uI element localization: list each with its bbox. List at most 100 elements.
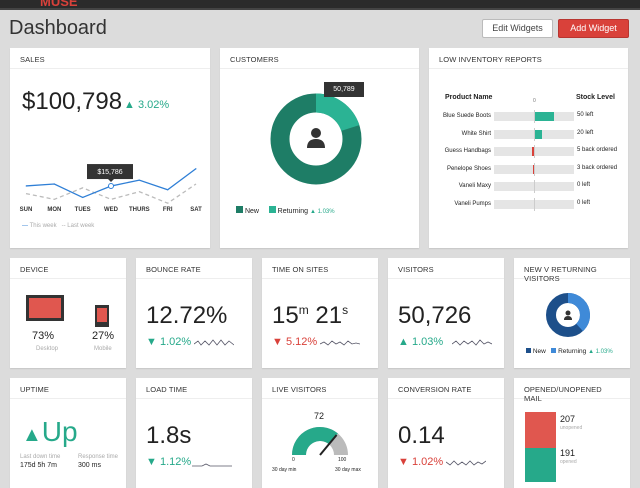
- mobile-percent: 27%: [92, 330, 114, 342]
- gauge-max: 100: [338, 457, 346, 463]
- product-name: Vaneli Pumps: [429, 201, 491, 207]
- down-label: Last down time: [20, 454, 60, 460]
- card-title: LOW INVENTORY REPORTS: [429, 48, 628, 69]
- svg-text:$15,786: $15,786: [97, 169, 122, 176]
- card-title: LIVE VISITORS: [262, 378, 378, 399]
- up-arrow-icon: ▲: [398, 336, 412, 348]
- card-title: DEVICE: [10, 258, 126, 279]
- desktop-icon: [26, 295, 64, 321]
- x-tick-label: WED: [104, 207, 119, 213]
- nvr-change: 1.03%: [596, 349, 613, 355]
- inventory-card: LOW INVENTORY REPORTS Product Name Stock…: [429, 48, 628, 248]
- visitors-value: 50,726: [398, 302, 471, 330]
- x-tick-label: TUES: [75, 207, 91, 213]
- product-name: Blue Suede Boots: [429, 113, 491, 119]
- legend-last-week: Last week: [67, 223, 94, 229]
- card-title: BOUNCE RATE: [136, 258, 252, 279]
- bounce-card: BOUNCE RATE 12.72% ▼ 1.02%: [136, 258, 252, 368]
- nvr-donut: [514, 280, 630, 350]
- product-name: Guess Handbags: [429, 148, 491, 154]
- legend-new: New: [533, 348, 546, 355]
- gauge: [262, 418, 378, 468]
- legend-this-week: This week: [30, 223, 57, 229]
- legend-returning: Returning: [278, 208, 308, 215]
- card-title: CUSTOMERS: [220, 48, 419, 69]
- minutes-value: 15: [272, 302, 299, 329]
- bounce-change: 1.02%: [160, 336, 191, 348]
- sparkline: [192, 458, 232, 468]
- down-arrow-icon: ▼: [272, 336, 286, 348]
- down-arrow-icon: ▼: [146, 456, 160, 468]
- user-icon: [307, 128, 325, 148]
- sparkline: [452, 338, 492, 348]
- add-widget-button[interactable]: Add Widget: [558, 19, 629, 38]
- min-label: 30 day min: [272, 467, 296, 473]
- device-card: DEVICE 73% 27% Desktop Mobile: [10, 258, 126, 368]
- stock-level: 0 left: [577, 182, 590, 188]
- unopened-label: unopened: [560, 425, 582, 431]
- bounce-value: 12.72%: [146, 302, 227, 330]
- opened-bar: [525, 448, 556, 482]
- card-title: CONVERSION RATE: [388, 378, 504, 399]
- stock-level: 20 left: [577, 130, 593, 136]
- unopened-count: 207: [560, 414, 575, 424]
- sparkline: [446, 458, 486, 468]
- load-card: LOAD TIME 1.8s ▼ 1.12%: [136, 378, 252, 488]
- new-returning-card: NEW V RETURNING VISITORS New Returning ▲…: [514, 258, 630, 368]
- sparkline: [320, 338, 360, 348]
- x-tick-label: SUN: [20, 207, 33, 213]
- desktop-percent: 73%: [32, 330, 54, 342]
- uptime-value: Up: [42, 416, 78, 447]
- customers-donut: [220, 68, 419, 248]
- legend-new: New: [245, 208, 259, 215]
- card-title: OPENED/UNOPENED MAIL: [514, 378, 630, 399]
- product-name: Vaneli Maxy: [429, 183, 491, 189]
- seconds-value: 21: [315, 302, 342, 329]
- conversion-change: 1.02%: [412, 456, 443, 468]
- card-title: LOAD TIME: [136, 378, 252, 399]
- x-tick-label: FRI: [163, 207, 173, 213]
- customers-change: 1.03%: [318, 209, 335, 215]
- edit-widgets-button[interactable]: Edit Widgets: [482, 19, 553, 38]
- data-point[interactable]: [109, 184, 114, 189]
- product-name: Penelope Shoes: [429, 166, 491, 172]
- stock-bar: [494, 165, 574, 174]
- stock-level: 50 left: [577, 112, 593, 118]
- visitors-card: VISITORS 50,726 ▲ 1.03%: [388, 258, 504, 368]
- live-card: LIVE VISITORS 72 0 100 30 day min 30 day…: [262, 378, 378, 488]
- load-value: 1.8s: [146, 422, 191, 450]
- resp-value: 300 ms: [78, 462, 101, 469]
- uptime-card: UPTIME ▲Up Last down time Response time …: [10, 378, 126, 488]
- down-arrow-icon: ▼: [146, 336, 160, 348]
- stock-bar: [494, 130, 574, 139]
- seconds-unit: s: [342, 303, 348, 317]
- down-value: 175d 5h 7m: [20, 462, 57, 469]
- stock-bar: [494, 147, 574, 156]
- legend-line-icon: —: [22, 223, 30, 229]
- user-icon: [564, 311, 572, 321]
- down-arrow-icon: ▼: [398, 456, 412, 468]
- stock-fill: [534, 112, 554, 121]
- sales-tooltip: $15,786: [87, 164, 133, 182]
- top-bar: MUSE: [0, 0, 640, 10]
- up-arrow-icon: ▲: [22, 424, 42, 446]
- load-change: 1.12%: [160, 456, 191, 468]
- legend-returning: Returning: [558, 348, 586, 355]
- col-product: Product Name: [445, 94, 492, 101]
- card-title: NEW V RETURNING VISITORS: [514, 258, 630, 279]
- stock-bar: [494, 182, 574, 191]
- conversion-card: CONVERSION RATE 0.14 ▼ 1.02%: [388, 378, 504, 488]
- new-swatch-icon: [236, 206, 243, 213]
- resp-label: Response time: [78, 454, 118, 460]
- card-title: TIME ON SITES: [262, 258, 378, 279]
- visitors-change: 1.03%: [412, 336, 443, 348]
- x-tick-label: THURS: [129, 207, 150, 213]
- gauge-min: 0: [292, 457, 295, 463]
- card-title: UPTIME: [10, 378, 126, 399]
- stock-bar: [494, 112, 574, 121]
- new-swatch-icon: [526, 348, 531, 353]
- stock-bar: [494, 200, 574, 209]
- customers-tooltip: 50,789: [324, 82, 364, 97]
- time-change: 5.12%: [286, 336, 317, 348]
